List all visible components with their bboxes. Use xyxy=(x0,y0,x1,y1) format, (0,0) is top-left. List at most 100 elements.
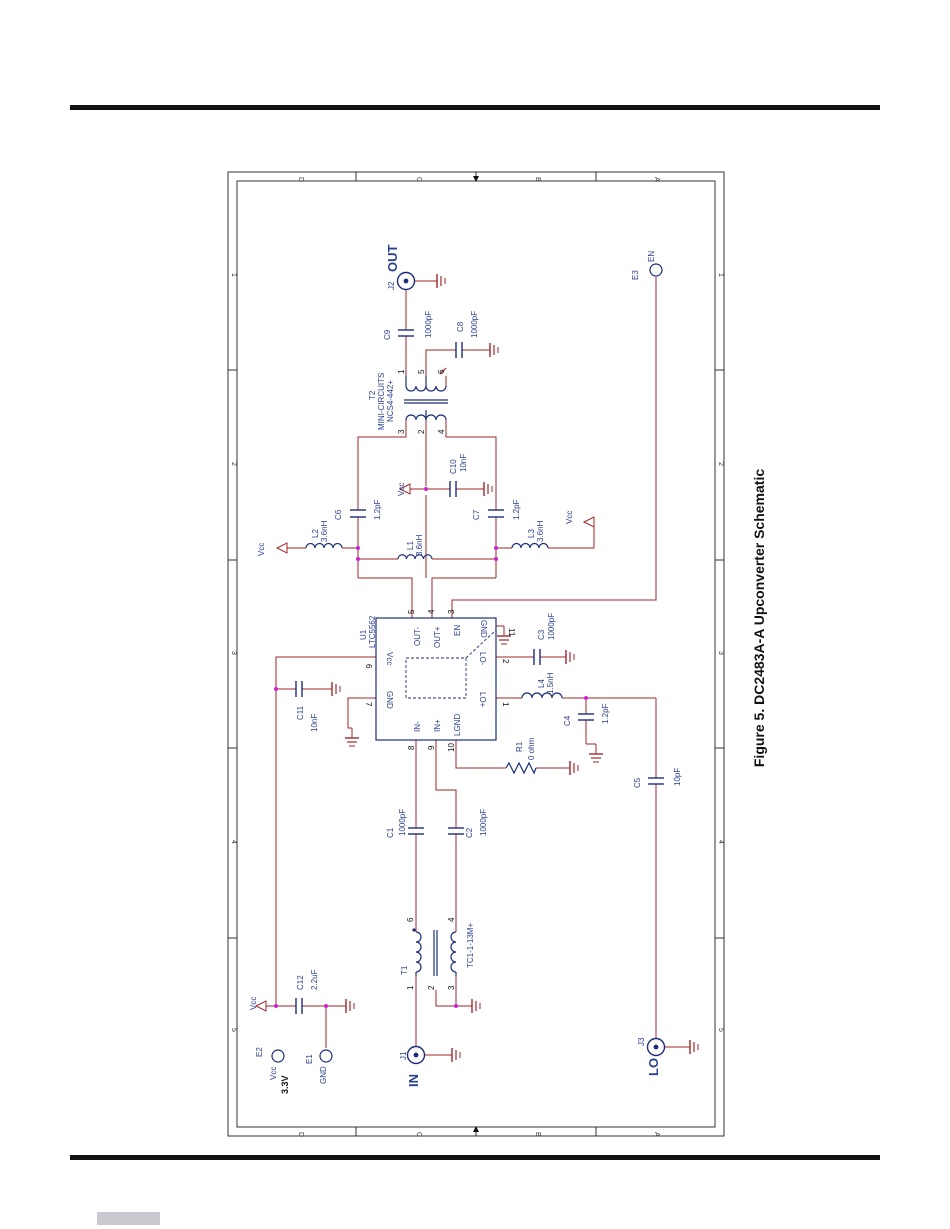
c8-value: 1000pF xyxy=(470,311,479,338)
junctions xyxy=(274,487,588,1008)
c6-value: 1.2pF xyxy=(373,499,382,520)
l1-value: 3.6nH xyxy=(415,534,424,556)
t1-part: TC1-1-13M+ xyxy=(466,923,475,968)
c10-ref: C10 xyxy=(449,459,458,474)
zone-number: 5 xyxy=(230,1028,237,1032)
pin-number: 11 xyxy=(507,628,516,637)
ic-ref: U1 xyxy=(359,629,368,640)
t2-mfr: MINI-CIRCUITS xyxy=(377,373,386,430)
c7-value: 1.2pF xyxy=(512,499,521,520)
port-in-label: IN xyxy=(406,1074,421,1087)
port-en-ref: E3 xyxy=(631,270,640,280)
gnd-terminal-ref: E1 xyxy=(305,1054,314,1064)
zone-letter: D xyxy=(297,177,304,182)
c2-value: 1000pF xyxy=(479,809,488,836)
ic-pin-en: EN xyxy=(453,625,462,636)
l3-ref: L3 xyxy=(527,529,536,538)
c5-value: 10pF xyxy=(673,768,682,786)
zone-letter: A xyxy=(653,1132,660,1137)
pin-number: 4 xyxy=(427,609,436,614)
gnd-terminal-label: GND xyxy=(319,1066,328,1084)
ic-pin-gnd: GND xyxy=(479,620,488,638)
t2-pin: 4 xyxy=(437,429,446,434)
c7-ref: C7 xyxy=(472,509,481,520)
zone-number: 1 xyxy=(230,273,237,277)
c11-ref: C11 xyxy=(296,705,305,720)
transformer-t1 xyxy=(412,928,457,976)
c1-value: 1000pF xyxy=(398,809,407,836)
zone-number: 3 xyxy=(717,651,724,655)
ic-pin-in-minus: IN- xyxy=(413,721,422,732)
transformer-t2 xyxy=(404,367,448,421)
t2-pin: 3 xyxy=(397,429,406,434)
l2-value: 3.6nH xyxy=(320,520,329,542)
pin-number: 8 xyxy=(407,745,416,750)
ic-part: LTC5562 xyxy=(368,615,377,648)
l3-value: 3.6nH xyxy=(536,520,545,542)
zone-number: 4 xyxy=(717,840,724,844)
pin-number: 6 xyxy=(364,664,373,669)
t2-pin: 6 xyxy=(437,369,446,374)
zone-letter: B xyxy=(534,177,541,182)
ic-pin-out-plus: OUT+ xyxy=(433,626,442,648)
resistor-r1 xyxy=(505,761,537,775)
c3-ref: C3 xyxy=(537,629,546,640)
ic-pin-lo-plus: LO+ xyxy=(478,692,487,708)
c6-ref: C6 xyxy=(334,509,343,520)
t1-pin: 1 xyxy=(406,985,415,990)
c12-value: 2.2uF xyxy=(310,969,319,990)
ic-pin-lgnd: LGND xyxy=(453,714,462,736)
ic-pin-vcc: Vcc xyxy=(385,652,394,665)
pin-number: 2 xyxy=(501,659,510,664)
pin-number: 3 xyxy=(447,609,456,614)
port-in-ref: J1 xyxy=(399,1051,408,1060)
wires xyxy=(266,277,680,1056)
vcc-supply-label: Vcc xyxy=(269,1067,278,1080)
pin-number: 7 xyxy=(364,702,373,707)
figure-caption: Figure 5. DC2483A-A Upconverter Schemati… xyxy=(751,468,767,768)
frame-marker-top xyxy=(473,176,479,182)
c10-value: 10nF xyxy=(459,454,468,472)
zone-number: 2 xyxy=(230,462,237,466)
port-out-ref: J2 xyxy=(387,281,396,290)
ic-u1 xyxy=(375,617,497,741)
capacitor-symbols xyxy=(295,329,664,1014)
ic-pin-lo-minus: LO- xyxy=(478,652,487,666)
header-rule xyxy=(70,105,880,110)
inductor-symbols xyxy=(305,542,563,699)
footer-tab xyxy=(97,1212,160,1225)
c5-ref: C5 xyxy=(633,777,642,788)
pin-number: 10 xyxy=(447,743,456,752)
pin-number: 9 xyxy=(427,745,436,750)
zone-letter: C xyxy=(415,1132,422,1137)
r1-value: 0 ohm xyxy=(527,737,536,760)
vcc-symbols xyxy=(255,483,595,1012)
c8-ref: C8 xyxy=(456,321,465,332)
ic-pin-gnd-left: GND xyxy=(385,691,394,709)
t1-pin: 6 xyxy=(406,917,415,922)
t2-pin: 2 xyxy=(417,429,426,434)
t2-pin: 1 xyxy=(397,369,406,374)
l4-ref: L4 xyxy=(537,679,546,688)
ic-pin-out-minus: OUT- xyxy=(413,627,422,646)
l4-value: 1.5nH xyxy=(546,672,555,694)
zone-number: 3 xyxy=(230,651,237,655)
t1-pin: 2 xyxy=(427,985,436,990)
zone-letter: B xyxy=(534,1132,541,1137)
port-lo-ref: J3 xyxy=(637,1037,646,1046)
t2-pin: 5 xyxy=(417,369,426,374)
t2-part: NCS4-442+ xyxy=(386,380,395,422)
vcc-net-label: Vcc xyxy=(565,511,574,524)
zone-number: 1 xyxy=(717,273,724,277)
zone-letter: D xyxy=(297,1132,304,1137)
c9-value: 1000pF xyxy=(424,311,433,338)
zone-number: 2 xyxy=(717,462,724,466)
c11-value: 10nF xyxy=(310,714,319,732)
t1-pin: 3 xyxy=(447,985,456,990)
zone-letter: C xyxy=(415,177,422,182)
frame-marker-bottom xyxy=(473,1126,479,1132)
t1-pin: 4 xyxy=(447,917,456,922)
c9-ref: C9 xyxy=(383,329,392,340)
zone-number: 5 xyxy=(717,1028,724,1032)
t2-ref: T2 xyxy=(368,390,377,400)
